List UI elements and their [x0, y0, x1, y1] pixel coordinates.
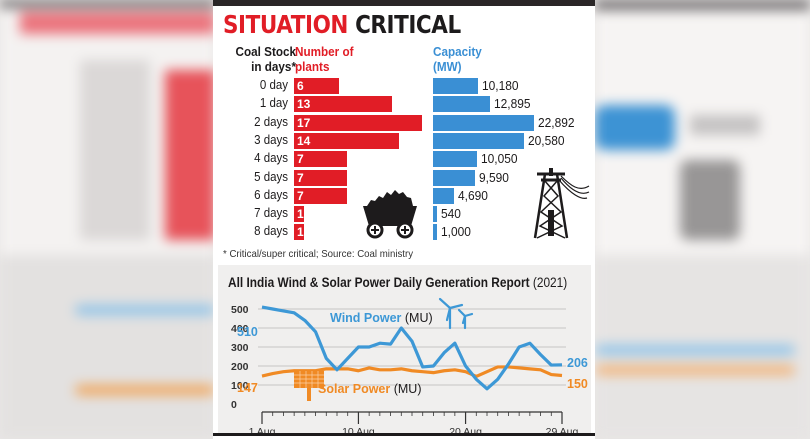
x-tick-label: 1 Aug: [249, 426, 276, 433]
capacity-value: 10,180: [481, 78, 519, 93]
capacity-value: 4,690: [457, 187, 488, 203]
row-label: 7 days: [254, 206, 288, 221]
capacity-bar: [433, 224, 438, 241]
plants-bar: 14: [294, 132, 400, 149]
plants-bar: 6: [294, 78, 340, 94]
wind-end-value: 206: [567, 356, 588, 370]
row-label: 5 days: [254, 169, 288, 184]
plants-bar: 1: [294, 224, 304, 241]
line-chart-panel: All India Wind & Solar Power Daily Gener…: [218, 265, 591, 433]
plants-bar: 7: [294, 169, 347, 186]
capacity-bar: [433, 151, 478, 168]
capacity-bar: [433, 132, 524, 149]
headline-part1: SITUATION: [223, 10, 348, 39]
plants-bar: 7: [294, 187, 347, 204]
row-label: 2 days: [254, 114, 288, 129]
col-header-capacity: Capacity (MW): [433, 44, 482, 74]
y-tick-label: 400: [231, 323, 249, 335]
y-tick-label: 0: [231, 399, 237, 411]
blurred-left-copy: [0, 0, 215, 439]
footnote: * Critical/super critical; Source: Coal …: [223, 248, 414, 260]
plants-bar: 1: [294, 206, 304, 223]
capacity-value: 22,892: [538, 114, 575, 130]
x-tick-label: 10 Aug: [342, 426, 375, 433]
capacity-bar: [433, 187, 454, 204]
plants-bar: 13: [294, 96, 392, 113]
wind-line: [261, 305, 563, 391]
x-tick-label: 20 Aug: [449, 426, 482, 433]
blurred-right-copy: [595, 0, 810, 439]
solar-end-value: 150: [567, 377, 588, 391]
y-tick-label: 300: [231, 342, 249, 354]
solar-legend: Solar Power (MU): [318, 382, 422, 396]
row-label: 8 days: [254, 224, 288, 239]
row-label: 6 days: [254, 187, 288, 202]
headline-part2: CRITICAL: [355, 10, 461, 39]
capacity-value: 12,895: [493, 96, 531, 112]
col-header-plants: Number of plants: [295, 44, 354, 74]
top-rule: [213, 0, 595, 6]
row-label: 0 day: [259, 78, 288, 92]
line-chart-title: All India Wind & Solar Power Daily Gener…: [228, 275, 568, 290]
capacity-value: 10,050: [481, 151, 518, 167]
wind-turbine-icon: [438, 297, 474, 330]
capacity-value: 1,000: [441, 224, 472, 240]
col-header-days: Coal Stock in days*: [235, 44, 296, 74]
y-tick-label: 200: [231, 361, 249, 373]
capacity-bar: [433, 206, 437, 223]
y-tick-label: 100: [231, 380, 249, 392]
plants-bar: 17: [294, 114, 422, 131]
wind-start-value: 510: [237, 325, 258, 339]
coal-cart-icon: [363, 190, 417, 239]
solar-start-value: 147: [237, 381, 258, 395]
capacity-value: 9,590: [479, 169, 510, 185]
power-tower-icon: [533, 168, 590, 239]
infographic-panel: SITUATION CRITICAL Coal Stock in days* N…: [213, 0, 595, 439]
capacity-bar: [433, 96, 490, 113]
capacity-bar: [433, 169, 476, 186]
capacity-bar: [433, 114, 534, 131]
capacity-bar: [433, 78, 478, 94]
plants-bar: 7: [294, 151, 347, 168]
headline: SITUATION CRITICAL: [223, 10, 461, 39]
capacity-value: 20,580: [527, 132, 565, 148]
bottom-rule: [213, 433, 595, 436]
wind-legend: Wind Power (MU): [330, 311, 433, 325]
line-chart: 500 400 300 200 100 0 1 Aug 10 Aug 20 Aug 29 Aug 5…: [231, 297, 588, 433]
capacity-value: 540: [441, 206, 461, 222]
row-label: 3 days: [254, 132, 288, 147]
solar-line: [261, 365, 563, 379]
row-label: 1 day: [259, 96, 288, 111]
row-label: 4 days: [254, 151, 288, 166]
x-tick-label: 29 Aug: [546, 426, 579, 433]
solar-panel-icon: [294, 371, 324, 401]
y-tick-label: 500: [231, 304, 249, 316]
